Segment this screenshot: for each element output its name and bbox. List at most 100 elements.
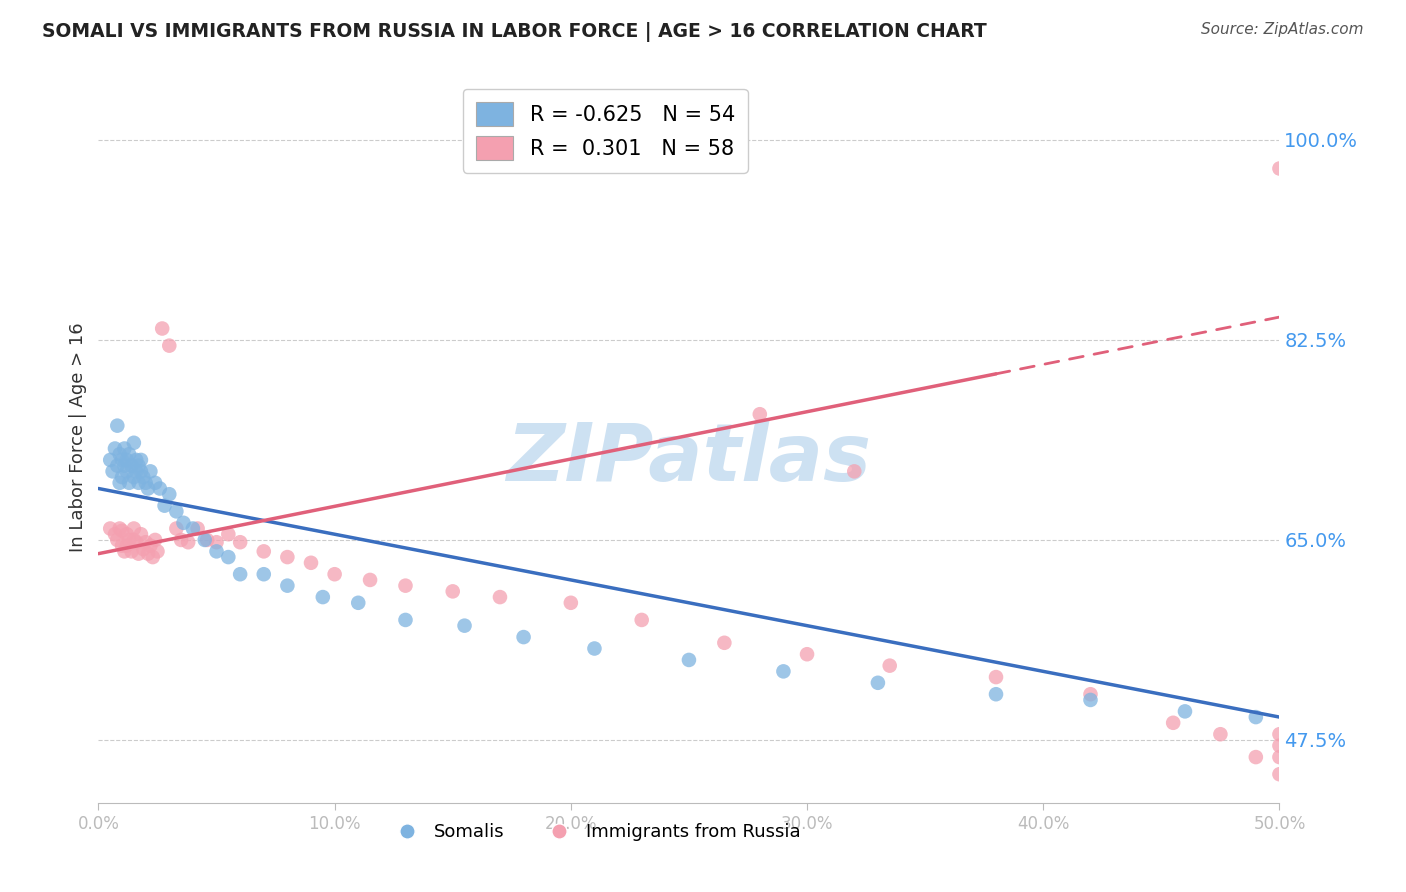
Point [195, 533, 218, 547]
Point [128, 458, 150, 473]
Point [205, 535, 228, 549]
Point [276, 579, 298, 593]
Point [105, 533, 128, 547]
Point [323, 567, 346, 582]
Point [118, 533, 141, 547]
Point [1209, 727, 1232, 741]
Point [1268, 727, 1291, 741]
Point [1244, 710, 1267, 724]
Point [678, 653, 700, 667]
Point [229, 567, 252, 582]
Point [132, 542, 155, 557]
Point [1244, 750, 1267, 764]
Point [105, 458, 128, 473]
Point [157, 339, 180, 353]
Point [170, 533, 193, 547]
Point [312, 590, 335, 604]
Point [205, 544, 228, 558]
Point [104, 442, 127, 456]
Point [489, 590, 512, 604]
Point [125, 453, 148, 467]
Point [844, 464, 866, 478]
Text: ZIPatlas: ZIPatlas [506, 420, 872, 498]
Point [1080, 693, 1102, 707]
Point [217, 550, 239, 565]
Point [115, 539, 138, 553]
Point [217, 527, 239, 541]
Point [150, 321, 173, 335]
Point [1268, 161, 1291, 176]
Point [165, 504, 187, 518]
Point [111, 539, 134, 553]
Point [118, 475, 141, 490]
Point [984, 670, 1007, 684]
Point [181, 521, 204, 535]
Point [1268, 750, 1291, 764]
Point [98, 453, 121, 467]
Point [276, 550, 298, 565]
Point [1080, 687, 1102, 701]
Point [139, 464, 162, 478]
Point [866, 675, 889, 690]
Point [104, 527, 127, 541]
Point [142, 550, 165, 565]
Point [1161, 715, 1184, 730]
Point [153, 499, 176, 513]
Point [560, 596, 582, 610]
Point [394, 613, 416, 627]
Point [149, 482, 172, 496]
Point [772, 665, 794, 679]
Point [394, 579, 416, 593]
Point [630, 613, 652, 627]
Point [143, 475, 166, 490]
Point [1268, 739, 1291, 753]
Point [111, 453, 134, 467]
Point [172, 516, 194, 530]
Point [879, 658, 901, 673]
Point [984, 687, 1007, 701]
Point [115, 453, 138, 467]
Point [129, 464, 152, 478]
Point [122, 470, 145, 484]
Point [121, 544, 143, 558]
Point [796, 647, 818, 661]
Point [108, 447, 131, 461]
Point [253, 567, 276, 582]
Point [165, 521, 187, 535]
Point [128, 475, 150, 490]
Point [105, 418, 128, 433]
Point [713, 636, 735, 650]
Point [157, 487, 180, 501]
Point [136, 547, 159, 561]
Point [1268, 767, 1291, 781]
Point [359, 573, 381, 587]
Point [122, 533, 145, 547]
Point [108, 475, 131, 490]
Point [143, 533, 166, 547]
Point [229, 535, 252, 549]
Point [299, 556, 322, 570]
Point [139, 539, 162, 553]
Point [583, 641, 606, 656]
Point [194, 533, 217, 547]
Point [441, 584, 464, 599]
Point [512, 630, 534, 644]
Point [115, 464, 138, 478]
Point [115, 527, 138, 541]
Y-axis label: In Labor Force | Age > 16: In Labor Force | Age > 16 [69, 322, 87, 552]
Point [1174, 704, 1197, 718]
Point [98, 521, 121, 535]
Point [111, 470, 134, 484]
Point [187, 521, 209, 535]
Point [118, 447, 141, 461]
Text: Source: ZipAtlas.com: Source: ZipAtlas.com [1201, 22, 1364, 37]
Text: SOMALI VS IMMIGRANTS FROM RUSSIA IN LABOR FORCE | AGE > 16 CORRELATION CHART: SOMALI VS IMMIGRANTS FROM RUSSIA IN LABO… [42, 22, 987, 42]
Point [146, 544, 169, 558]
Point [136, 482, 159, 496]
Point [125, 464, 148, 478]
Point [112, 544, 135, 558]
Point [128, 547, 150, 561]
Point [111, 524, 134, 538]
Point [101, 464, 124, 478]
Point [122, 435, 145, 450]
